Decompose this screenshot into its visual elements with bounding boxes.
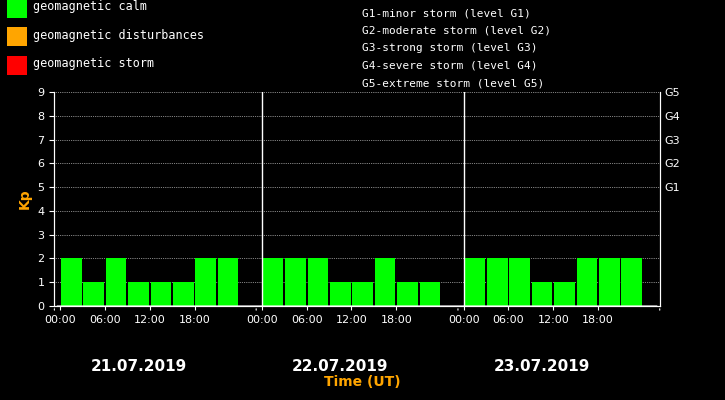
Bar: [61, 258, 81, 306]
Bar: [352, 282, 373, 306]
Text: 21.07.2019: 21.07.2019: [91, 359, 186, 374]
Bar: [307, 258, 328, 306]
Bar: [599, 258, 620, 306]
Bar: [576, 258, 597, 306]
Text: 23.07.2019: 23.07.2019: [494, 359, 590, 374]
Bar: [218, 258, 239, 306]
Text: G4-severe storm (level G4): G4-severe storm (level G4): [362, 61, 538, 71]
Bar: [83, 282, 104, 306]
Text: G5-extreme storm (level G5): G5-extreme storm (level G5): [362, 78, 544, 88]
Text: G3-strong storm (level G3): G3-strong storm (level G3): [362, 43, 538, 53]
Bar: [621, 258, 642, 306]
Text: G1-minor storm (level G1): G1-minor storm (level G1): [362, 8, 531, 18]
Bar: [554, 282, 575, 306]
Bar: [262, 258, 283, 306]
Bar: [151, 282, 171, 306]
Bar: [509, 258, 530, 306]
Bar: [330, 282, 351, 306]
Bar: [7, 56, 27, 75]
Text: geomagnetic disturbances: geomagnetic disturbances: [33, 29, 204, 42]
Bar: [285, 258, 306, 306]
Text: geomagnetic calm: geomagnetic calm: [33, 0, 147, 13]
Text: 22.07.2019: 22.07.2019: [292, 359, 389, 374]
Text: Time (UT): Time (UT): [324, 375, 401, 389]
Bar: [7, 27, 27, 46]
Bar: [531, 282, 552, 306]
Bar: [397, 282, 418, 306]
Bar: [106, 258, 126, 306]
Text: G2-moderate storm (level G2): G2-moderate storm (level G2): [362, 26, 552, 36]
Bar: [196, 258, 216, 306]
Bar: [173, 282, 194, 306]
Bar: [420, 282, 440, 306]
Y-axis label: Kp: Kp: [18, 189, 32, 209]
Bar: [465, 258, 485, 306]
Bar: [487, 258, 508, 306]
Text: geomagnetic storm: geomagnetic storm: [33, 58, 154, 70]
Bar: [128, 282, 149, 306]
Bar: [375, 258, 395, 306]
Bar: [7, 0, 27, 18]
